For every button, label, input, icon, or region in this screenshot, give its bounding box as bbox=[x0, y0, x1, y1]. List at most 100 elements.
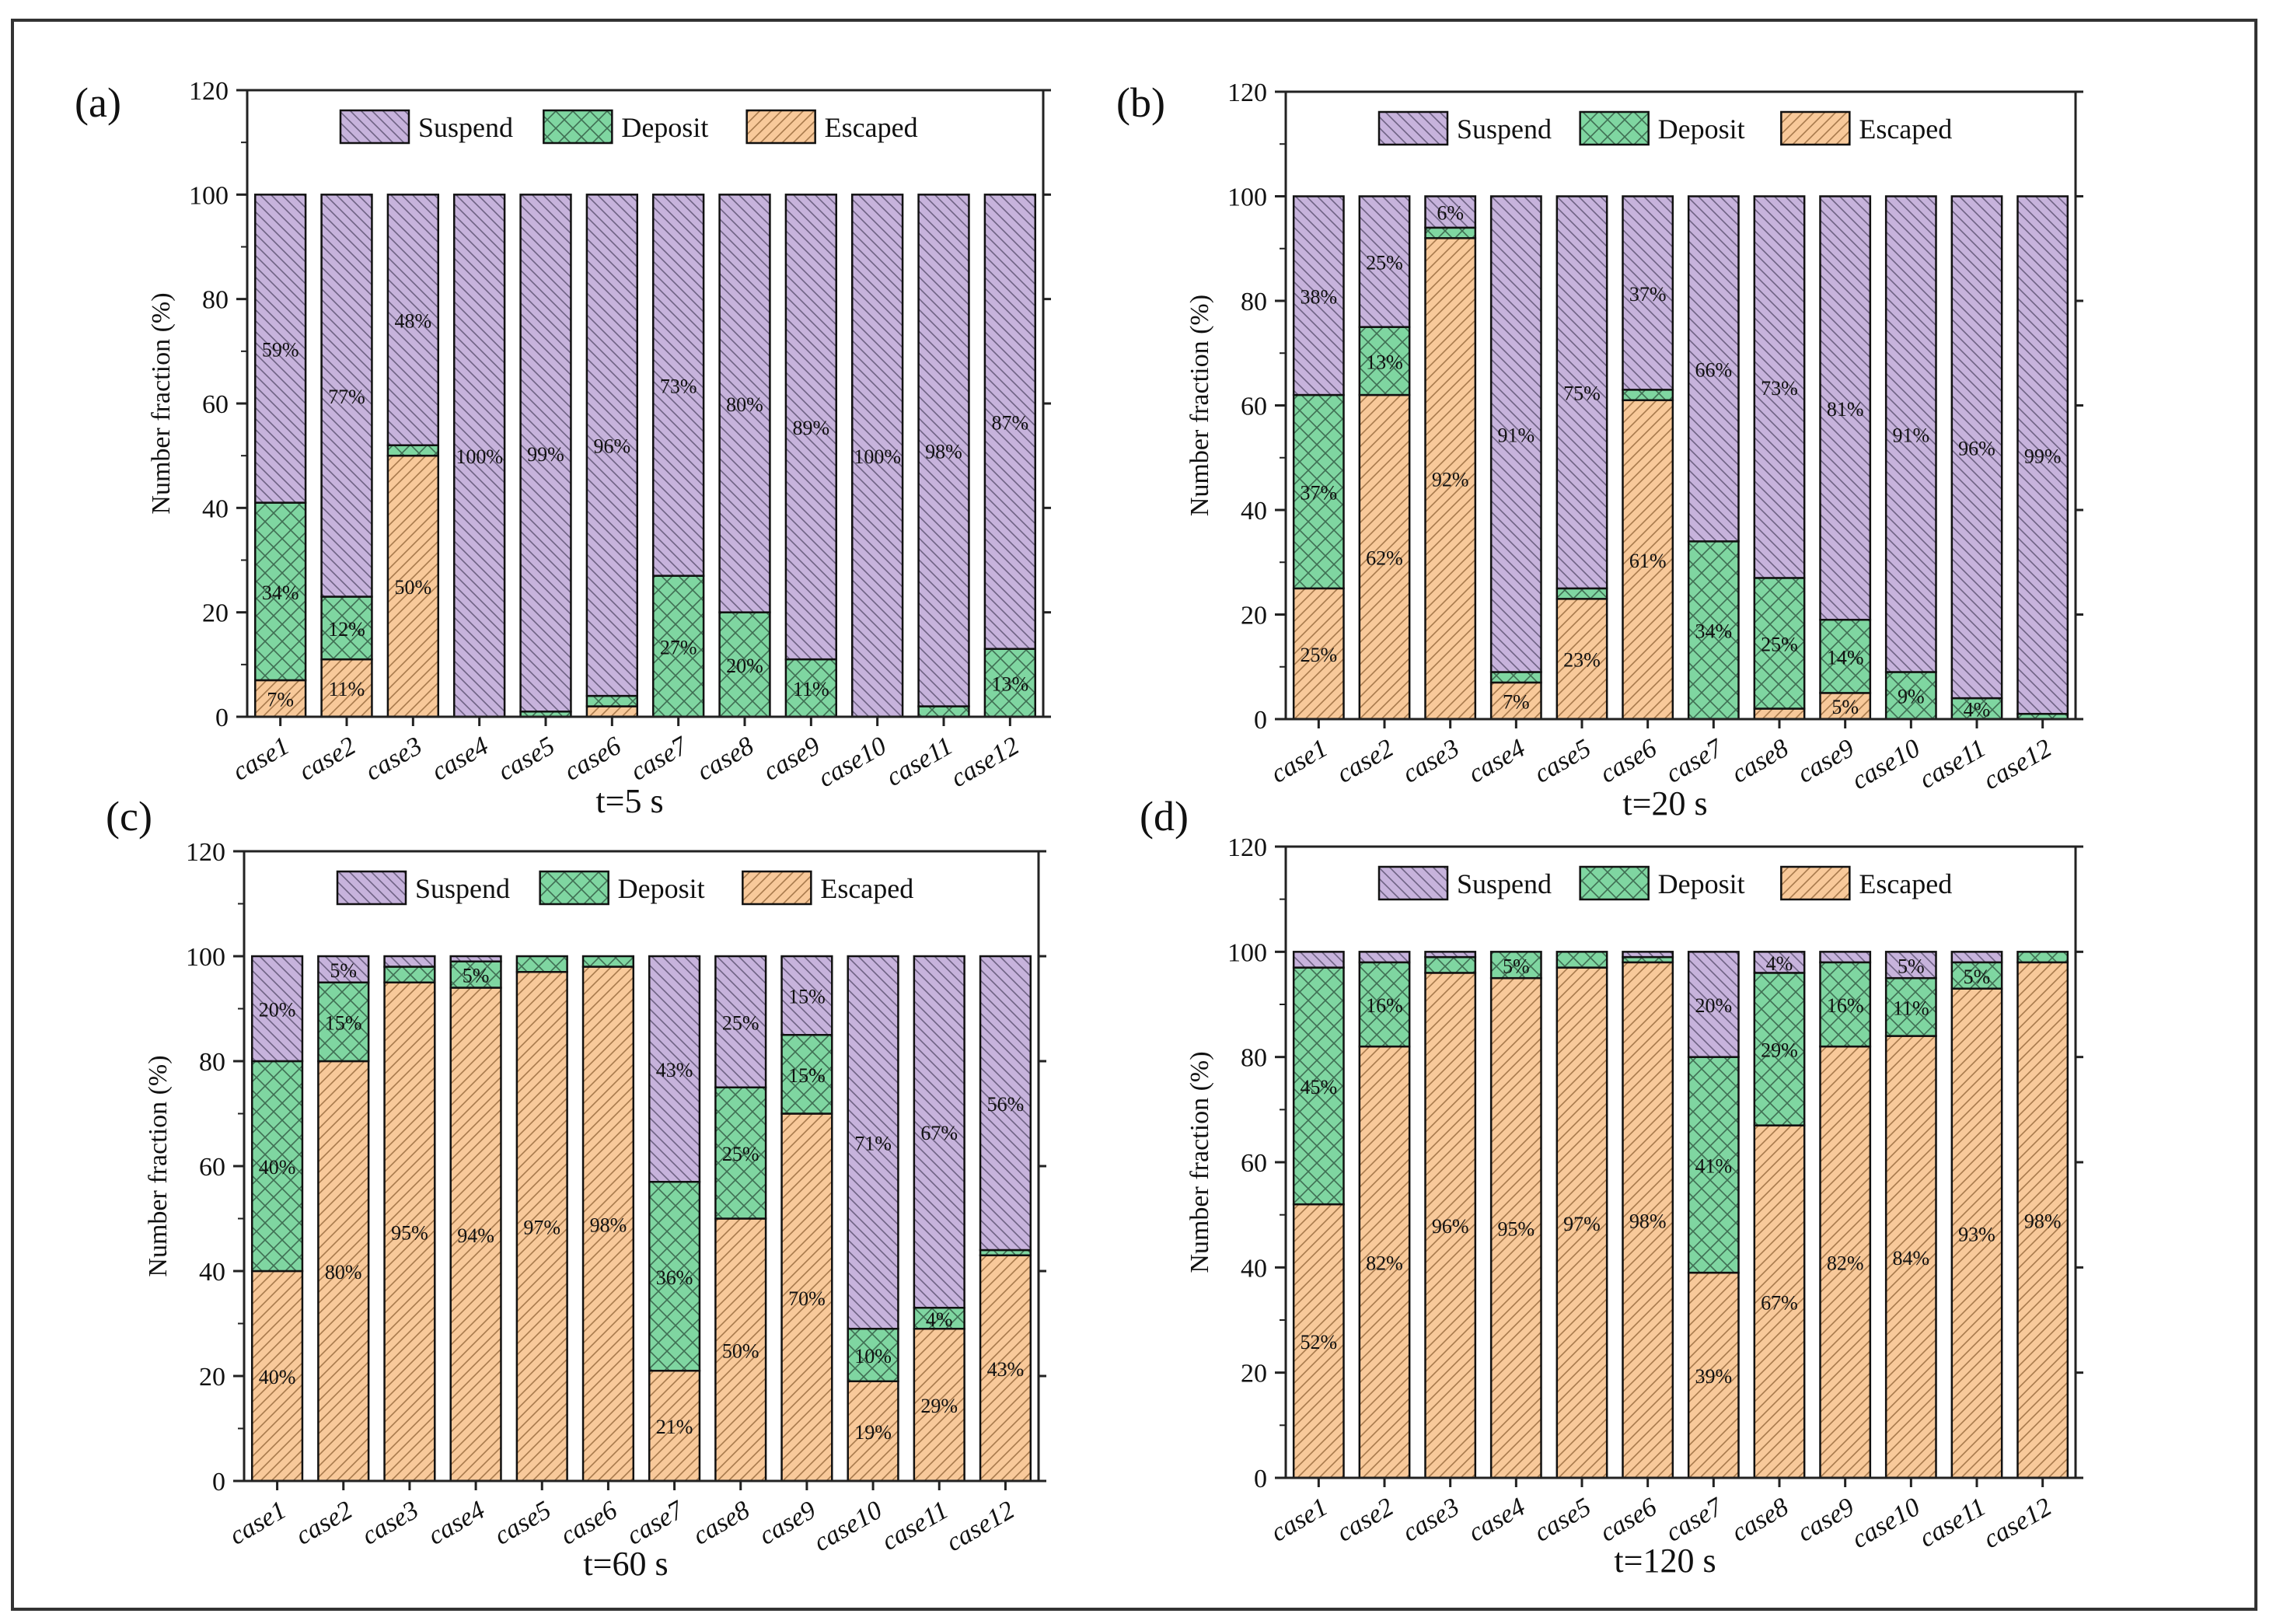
x-tick-label: case7 bbox=[622, 1495, 690, 1551]
legend-swatch-deposit bbox=[1579, 865, 1650, 901]
data-label: 20% bbox=[1695, 994, 1732, 1017]
bar-deposit bbox=[1424, 226, 1477, 239]
bar-escaped bbox=[253, 679, 307, 718]
y-tick-label: 40 bbox=[1241, 497, 1267, 526]
data-label: 11% bbox=[1893, 997, 1929, 1019]
x-tick-label: case3 bbox=[361, 732, 428, 787]
bar-suspend bbox=[320, 194, 373, 598]
x-tick-label: case5 bbox=[490, 1496, 557, 1551]
data-label: 16% bbox=[1366, 994, 1403, 1017]
data-label: 50% bbox=[394, 576, 431, 599]
data-label: 37% bbox=[1300, 481, 1337, 504]
panel-a: (a) 0 20 40 60 80 100 120 Number fraction (%) 7% 3… bbox=[75, 77, 1051, 820]
data-label: 97% bbox=[523, 1217, 560, 1239]
x-tick-label: case11 bbox=[1915, 1493, 1991, 1553]
legend-swatch-escaped bbox=[745, 109, 816, 145]
x-tick-label: case4 bbox=[1464, 1493, 1531, 1548]
bar-suspend bbox=[1489, 195, 1542, 673]
bar-suspend bbox=[714, 955, 767, 1088]
data-label: 40% bbox=[259, 1366, 296, 1388]
bar-escaped bbox=[1555, 598, 1608, 721]
x-tick-label: case9 bbox=[1793, 734, 1859, 789]
bar-suspend bbox=[449, 955, 502, 962]
data-label: 6% bbox=[1437, 202, 1464, 225]
data-label: 4% bbox=[926, 1308, 953, 1331]
bar-deposit bbox=[714, 1086, 767, 1220]
x-tick-label: case3 bbox=[1398, 1493, 1465, 1548]
bar-escaped bbox=[386, 454, 440, 718]
data-label: 81% bbox=[1827, 398, 1864, 421]
bar-deposit bbox=[1819, 961, 1872, 1048]
x-tick-label: case3 bbox=[1398, 734, 1465, 789]
panel-label: (d) bbox=[1140, 793, 1189, 840]
data-label: 25% bbox=[722, 1143, 759, 1165]
y-tick-label: 80 bbox=[199, 1048, 225, 1077]
bar-suspend bbox=[1622, 195, 1674, 391]
panel-c: (c) 0 20 40 60 80 100 120 Number fraction (%) 40%… bbox=[106, 793, 1046, 1583]
data-label: 5% bbox=[1964, 966, 1991, 988]
data-label: 98% bbox=[925, 440, 962, 463]
bar-suspend bbox=[979, 955, 1032, 1252]
bar-escaped bbox=[1884, 1035, 1937, 1479]
x-tick-label: case8 bbox=[1727, 734, 1793, 789]
bar-deposit bbox=[1950, 961, 2003, 990]
data-label: 100% bbox=[854, 445, 901, 468]
x-tick-label: case6 bbox=[560, 732, 627, 787]
x-tick-label: case1 bbox=[225, 1496, 292, 1551]
y-tick-label: 20 bbox=[1241, 1360, 1267, 1388]
data-label: 45% bbox=[1300, 1076, 1337, 1098]
legend-label-deposit: Deposit bbox=[621, 112, 708, 143]
bar-deposit bbox=[651, 575, 705, 718]
bar-deposit bbox=[1687, 540, 1740, 721]
data-label: 71% bbox=[854, 1133, 892, 1155]
y-tick-label: 0 bbox=[1254, 706, 1267, 735]
data-label: 43% bbox=[656, 1059, 693, 1081]
data-label: 100% bbox=[456, 445, 503, 468]
data-label: 5% bbox=[1503, 955, 1530, 977]
x-tick-label: case10 bbox=[809, 1496, 887, 1557]
x-tick-label: case4 bbox=[427, 732, 494, 787]
x-tick-label: case11 bbox=[1915, 734, 1991, 795]
x-tick-label: case4 bbox=[424, 1496, 491, 1551]
y-tick-label: 20 bbox=[1241, 602, 1267, 630]
bar-suspend bbox=[383, 955, 436, 968]
x-tick-label: case10 bbox=[1847, 734, 1925, 795]
x-tick-label: case7 bbox=[626, 731, 693, 787]
panel-b: (b) 0 20 40 60 80 100 120 Number fraction (%) 25%… bbox=[1116, 79, 2083, 822]
data-label: 99% bbox=[2024, 445, 2062, 467]
data-label: 40% bbox=[259, 1156, 296, 1179]
legend-swatch-deposit bbox=[543, 109, 613, 145]
data-label: 37% bbox=[1629, 283, 1667, 306]
bar-suspend bbox=[913, 955, 965, 1309]
bar-deposit bbox=[913, 1307, 965, 1330]
bar-escaped bbox=[1489, 681, 1542, 721]
legend-label-escaped: Escaped bbox=[1859, 114, 1952, 145]
bar-escaped bbox=[1753, 707, 1806, 721]
y-tick-label: 40 bbox=[199, 1258, 225, 1287]
x-tick-label: case8 bbox=[1727, 1493, 1793, 1548]
x-tick-label: case5 bbox=[493, 732, 560, 787]
data-label: 62% bbox=[1366, 547, 1403, 570]
bar-deposit bbox=[1292, 966, 1345, 1206]
data-label: 73% bbox=[660, 375, 697, 397]
y-tick-label: 120 bbox=[1227, 833, 1267, 862]
data-label: 11% bbox=[329, 678, 365, 700]
bar-deposit bbox=[1292, 393, 1345, 590]
y-tick-label: 100 bbox=[189, 181, 229, 210]
bar-suspend bbox=[847, 955, 899, 1330]
x-tick-label: case6 bbox=[556, 1496, 623, 1551]
bar-suspend bbox=[1687, 951, 1740, 1058]
bar-suspend bbox=[718, 194, 771, 613]
bar-suspend bbox=[1358, 195, 1411, 328]
x-tick-label: case12 bbox=[1978, 734, 2056, 795]
legend-swatch-deposit bbox=[539, 870, 609, 906]
panel-label: (b) bbox=[1116, 79, 1165, 126]
bar-deposit bbox=[317, 981, 370, 1063]
data-label: 29% bbox=[1761, 1039, 1798, 1062]
x-tick-label: case9 bbox=[754, 1496, 821, 1551]
x-tick-label: case11 bbox=[882, 732, 958, 792]
legend-swatch-escaped bbox=[1780, 110, 1851, 146]
data-label: 21% bbox=[656, 1416, 693, 1438]
bar-suspend bbox=[850, 194, 904, 718]
y-tick-label: 60 bbox=[1241, 393, 1267, 421]
